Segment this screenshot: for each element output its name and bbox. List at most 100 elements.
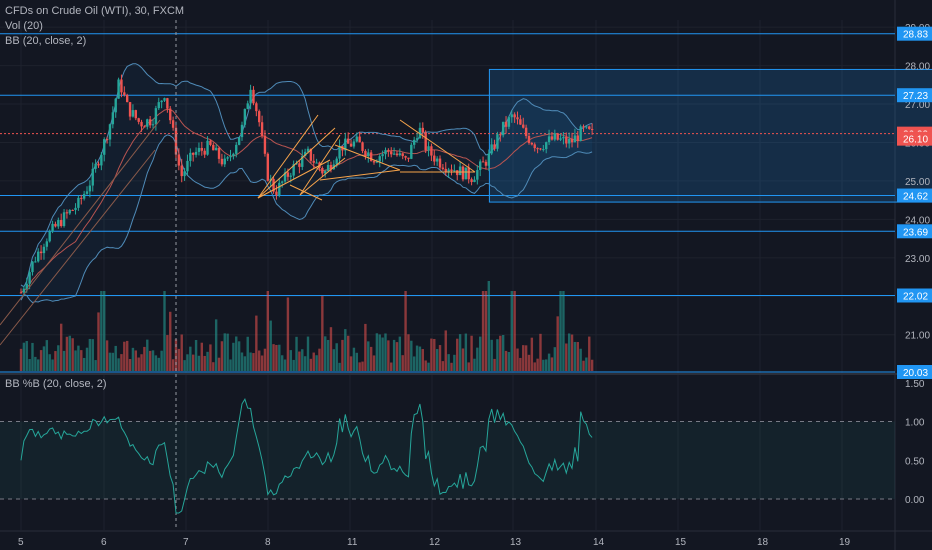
- volume-bar: [146, 339, 149, 371]
- candle: [493, 139, 496, 151]
- candle-body: [588, 126, 591, 129]
- symbol-legend[interactable]: CFDs on Crude Oil (WTI), 30, FXCM: [5, 5, 185, 17]
- candle: [206, 136, 209, 156]
- candle: [301, 149, 304, 171]
- candle-body: [562, 136, 565, 139]
- candle-body: [504, 121, 508, 127]
- candle: [576, 131, 579, 148]
- volume-bar: [522, 345, 525, 371]
- candle-body: [542, 149, 545, 151]
- volume-bar: [203, 355, 206, 371]
- candle-body: [131, 110, 135, 117]
- volume-bar: [272, 344, 275, 371]
- candle-body: [479, 161, 482, 170]
- pitchfork-line: [257, 114, 319, 199]
- candle-body: [412, 139, 416, 145]
- candle: [148, 115, 152, 129]
- volume-bar: [120, 354, 123, 371]
- candle-body: [453, 170, 456, 172]
- volume-bar: [562, 291, 565, 371]
- candle: [146, 118, 149, 130]
- volume-bar: [306, 336, 310, 371]
- candle-body: [364, 150, 367, 157]
- candle: [266, 152, 270, 182]
- bbpct-legend[interactable]: BB %B (20, close, 2): [5, 378, 107, 390]
- candle: [80, 194, 83, 205]
- volume-bar: [169, 311, 172, 371]
- volume-bar: [94, 360, 97, 371]
- volume-bar: [134, 350, 137, 371]
- candle: [559, 133, 562, 142]
- volume-bar: [28, 358, 31, 371]
- volume-bar: [461, 348, 465, 371]
- candle-body: [166, 98, 169, 109]
- candle-body: [361, 142, 364, 151]
- volume-bar: [524, 345, 528, 371]
- price-label-text: 27.23: [903, 91, 928, 102]
- candle-body: [344, 138, 347, 151]
- candle-body: [125, 94, 129, 103]
- volume-bar: [295, 336, 298, 371]
- volume-legend[interactable]: Vol (20): [5, 20, 43, 32]
- candle: [499, 131, 502, 142]
- candle: [361, 141, 364, 154]
- candle-body: [545, 142, 548, 150]
- candle: [553, 129, 557, 142]
- volume-bar: [180, 334, 183, 371]
- candle: [39, 245, 43, 260]
- candle-body: [45, 241, 49, 247]
- volume-bar: [407, 334, 410, 371]
- candle: [470, 177, 473, 186]
- candle-body: [390, 151, 393, 155]
- candle: [565, 132, 568, 148]
- volume-bar: [427, 362, 430, 371]
- candle-body: [71, 210, 74, 212]
- candle-body: [565, 136, 568, 144]
- candle-body: [447, 169, 450, 172]
- volume-bar: [519, 357, 522, 371]
- volume-bar: [335, 343, 338, 371]
- volume-bar: [22, 342, 26, 371]
- volume-bar: [372, 355, 376, 371]
- volume-bar: [361, 361, 364, 371]
- volume-bar: [183, 360, 186, 371]
- volume-bar: [341, 339, 344, 371]
- candle-body: [450, 169, 453, 171]
- candle-body: [585, 126, 588, 128]
- volume-bar: [123, 341, 126, 371]
- candle-body: [260, 122, 264, 136]
- candle-body: [573, 135, 577, 143]
- candle: [166, 97, 169, 113]
- candle: [65, 209, 69, 219]
- candle-body: [493, 144, 496, 149]
- candle-body: [143, 126, 146, 128]
- price-label-box: [897, 365, 932, 379]
- candle: [461, 165, 465, 182]
- candle: [381, 150, 384, 163]
- candle-body: [481, 161, 485, 163]
- candle: [180, 158, 183, 183]
- candle-body: [148, 119, 152, 126]
- bb-legend[interactable]: BB (20, close, 2): [5, 35, 87, 47]
- candle: [192, 152, 195, 162]
- price-label-text: 26.10: [903, 135, 928, 146]
- candle: [272, 176, 275, 194]
- candle-body: [415, 138, 419, 140]
- candle: [453, 164, 456, 172]
- candle-body: [214, 147, 218, 151]
- volume-bar: [54, 351, 57, 371]
- candle-body: [192, 152, 195, 155]
- candle: [315, 158, 318, 164]
- candle-body: [183, 171, 186, 177]
- volume-bar: [496, 339, 499, 371]
- volume-bar: [111, 352, 115, 371]
- candle-body: [392, 153, 396, 155]
- candle-body: [151, 124, 155, 126]
- candle-body: [404, 156, 407, 158]
- candle: [410, 142, 413, 160]
- candle: [169, 105, 172, 124]
- volume-bar: [444, 330, 447, 371]
- volume-bar: [105, 340, 109, 371]
- time-tick-label: 5: [18, 537, 24, 548]
